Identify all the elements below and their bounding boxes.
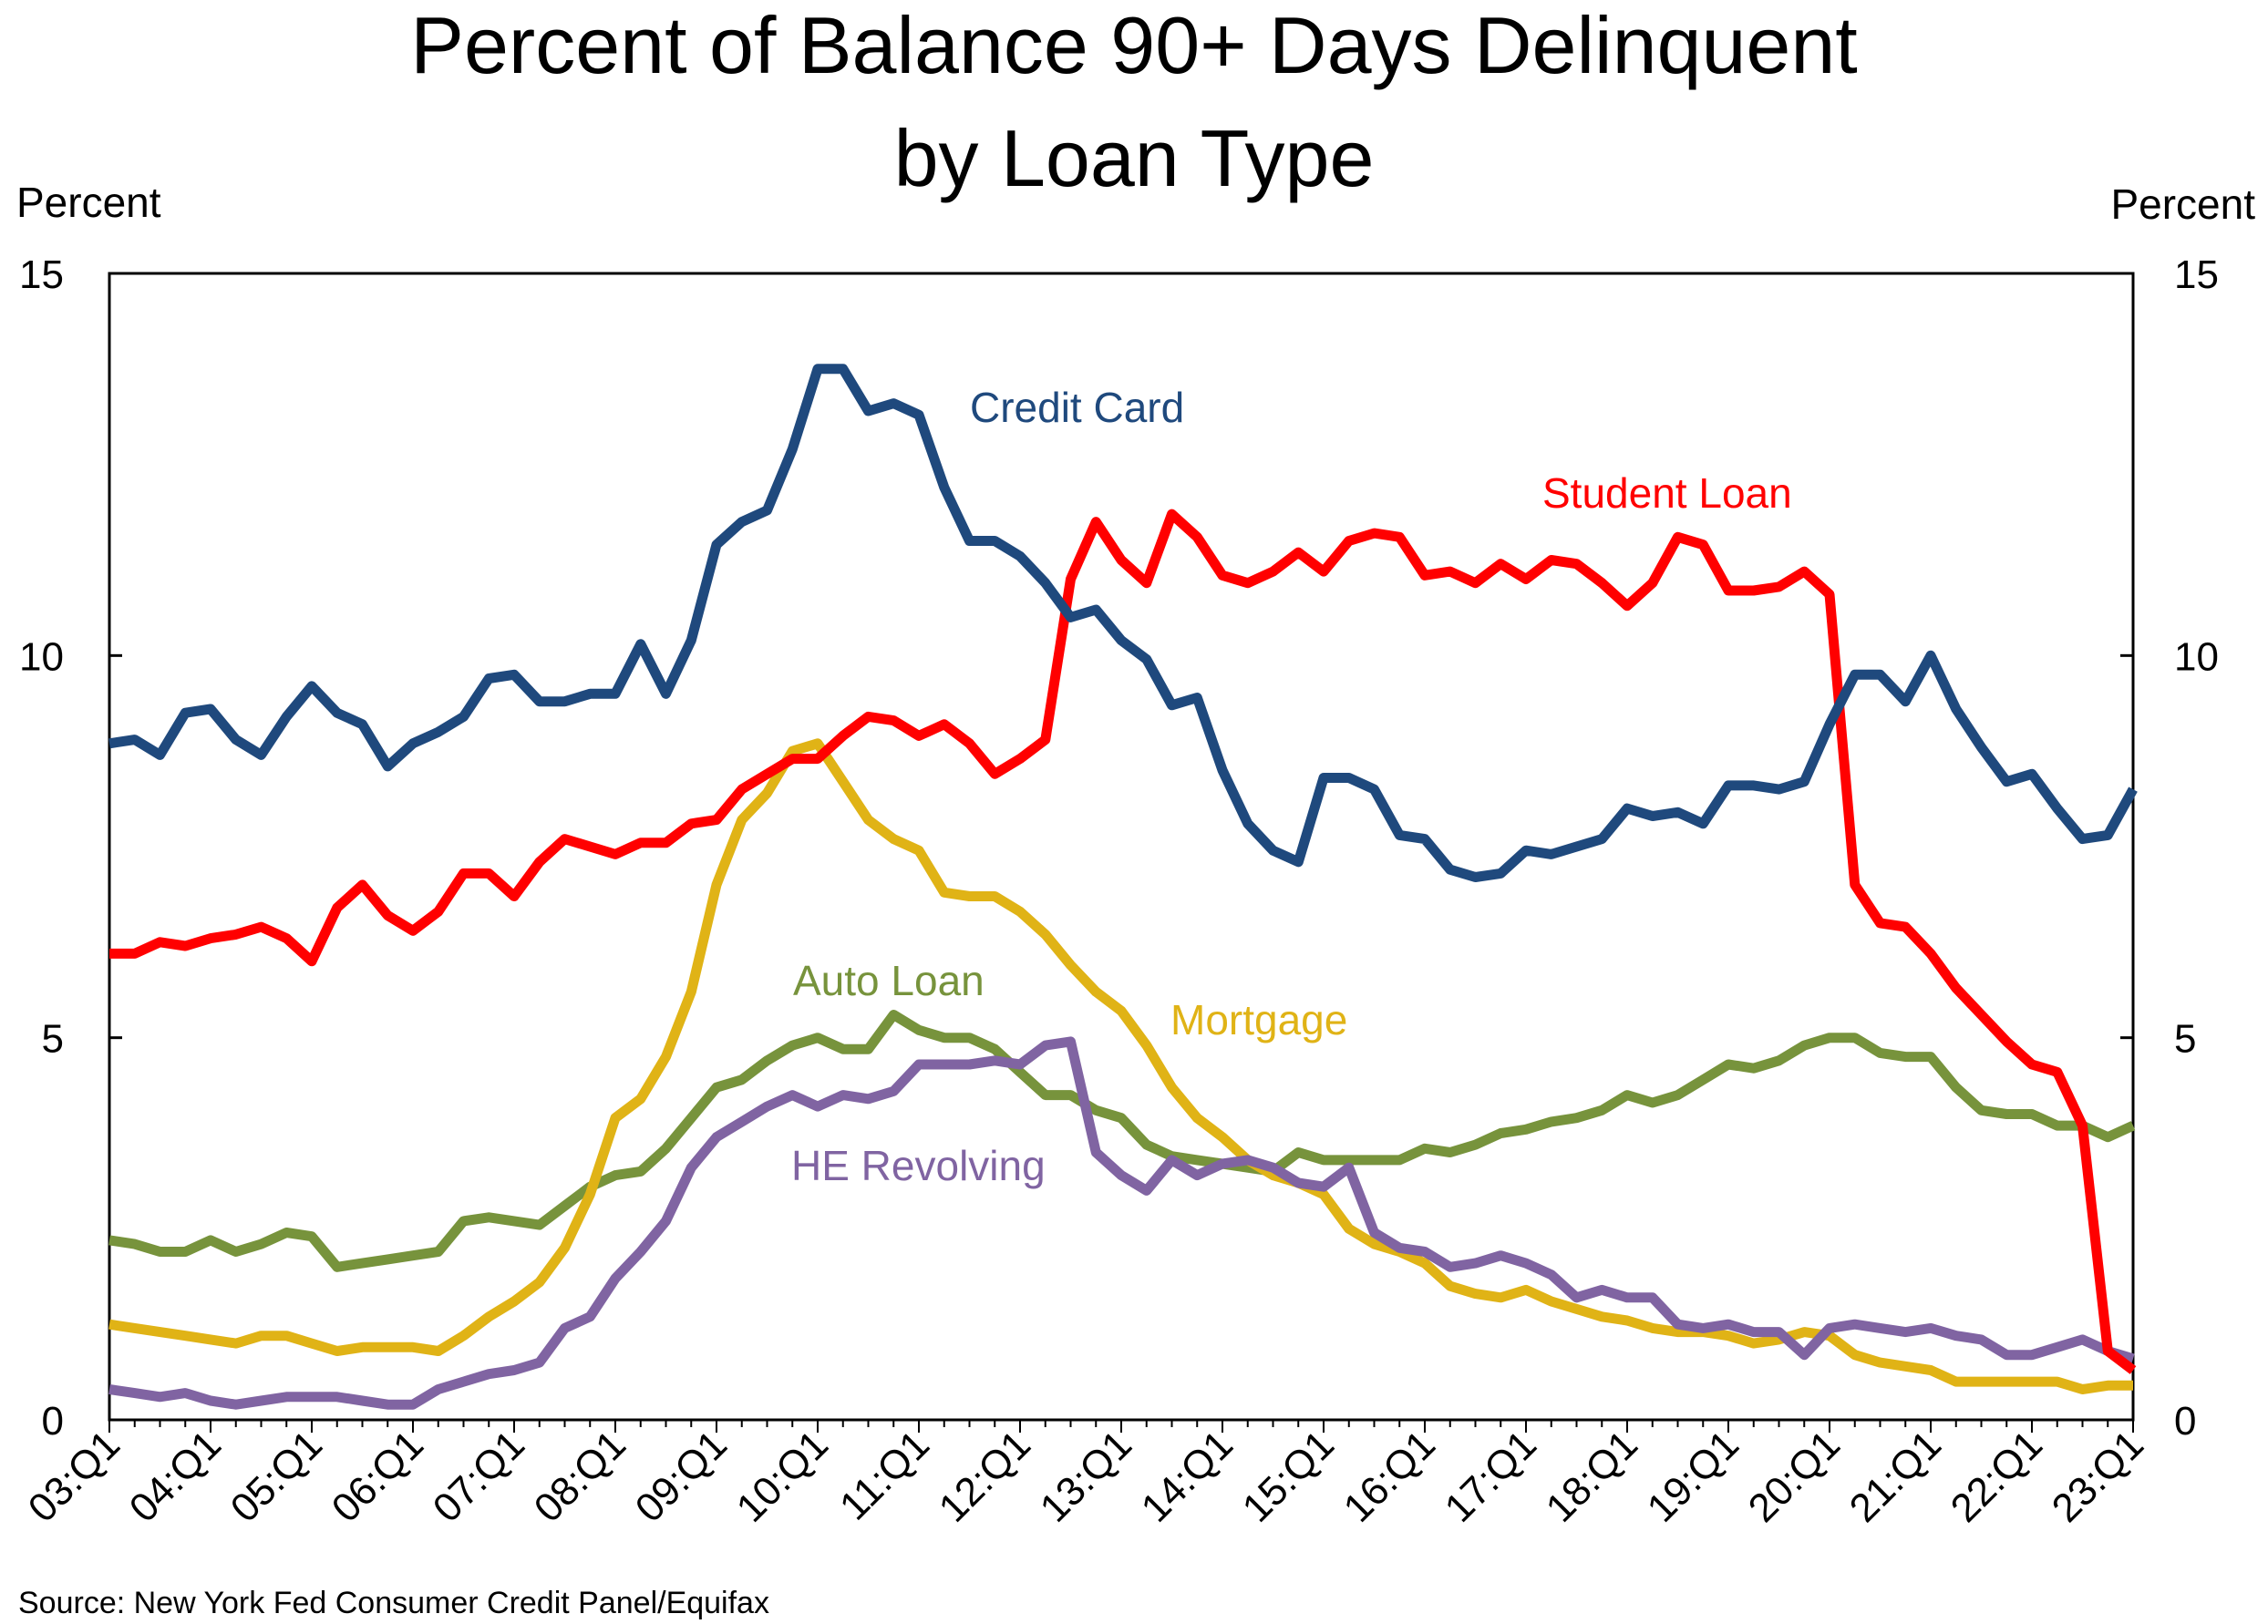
x-tick-label: 19:Q1 — [1639, 1422, 1747, 1530]
label-he-revolving: HE Revolving — [791, 1142, 1046, 1189]
y-tick-label-right: 10 — [2174, 634, 2219, 679]
y-tick-label-left: 10 — [19, 634, 64, 679]
y-ticks-right: 0 5 10 15 — [2120, 252, 2219, 1444]
x-tick-label: 11:Q1 — [831, 1422, 938, 1528]
series-line-he-revolving — [108, 1036, 2135, 1410]
series-line-mortgage — [108, 738, 2133, 1394]
label-student-loan: Student Loan — [1542, 469, 1792, 517]
series-line-auto-loan — [108, 1010, 2136, 1272]
x-ticks: 03:Q104:Q105:Q106:Q107:Q108:Q109:Q110:Q1… — [20, 1420, 2152, 1531]
label-credit-card: Credit Card — [970, 384, 1184, 431]
y-tick-label-left: 5 — [42, 1017, 64, 1062]
x-tick-label: 15:Q1 — [1234, 1422, 1343, 1530]
x-tick-label: 20:Q1 — [1740, 1422, 1849, 1530]
x-tick-label: 17:Q1 — [1437, 1422, 1545, 1530]
y-axis-label-right: Percent — [2110, 180, 2255, 228]
x-tick-label: 16:Q1 — [1335, 1422, 1444, 1530]
x-tick-label: 13:Q1 — [1032, 1422, 1140, 1530]
label-mortgage: Mortgage — [1170, 996, 1347, 1043]
label-auto-loan: Auto Loan — [793, 957, 985, 1004]
x-tick-label: 23:Q1 — [2044, 1422, 2152, 1530]
x-tick-label: 12:Q1 — [931, 1422, 1039, 1530]
plot-area — [108, 272, 2135, 1422]
x-tick-label: 10:Q1 — [728, 1422, 837, 1530]
source-note: Source: New York Fed Consumer Credit Pan… — [18, 1586, 769, 1620]
x-tick-label: 09:Q1 — [627, 1422, 736, 1530]
x-tick-label: 07:Q1 — [425, 1422, 533, 1530]
x-tick-label: 06:Q1 — [324, 1422, 432, 1530]
y-tick-label-right: 5 — [2174, 1017, 2196, 1062]
x-tick-label: 14:Q1 — [1133, 1422, 1242, 1530]
x-tick-label: 08:Q1 — [526, 1422, 634, 1530]
series-lines — [108, 364, 2138, 1410]
chart-title-line-2: by Loan Type — [894, 113, 1375, 203]
y-tick-label-right: 0 — [2174, 1399, 2196, 1444]
y-axis-label-left: Percent — [16, 179, 161, 226]
y-tick-label-left: 15 — [19, 252, 64, 297]
x-tick-label: 22:Q1 — [1943, 1422, 2051, 1530]
x-tick-label: 21:Q1 — [1841, 1422, 1950, 1530]
x-tick-label: 03:Q1 — [20, 1422, 129, 1530]
x-tick-label: 04:Q1 — [121, 1422, 230, 1530]
series-line-student-loan — [109, 509, 2137, 1374]
x-tick-label: 18:Q1 — [1538, 1422, 1646, 1530]
x-tick-label: 05:Q1 — [222, 1422, 331, 1530]
series-line-credit-card — [108, 364, 2138, 882]
y-tick-label-right: 15 — [2174, 252, 2219, 297]
y-tick-label-left: 0 — [42, 1399, 64, 1444]
chart-title-line-1: Percent of Balance 90+ Days Delinquent — [410, 0, 1857, 90]
y-ticks-left: 0 5 10 15 — [19, 252, 122, 1444]
